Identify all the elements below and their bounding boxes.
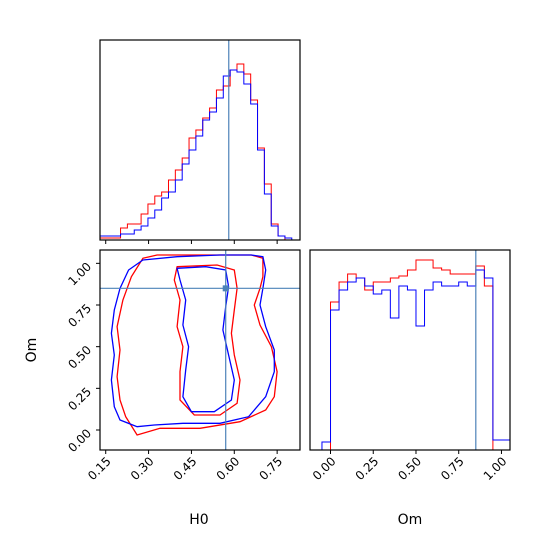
- om-histogram-frame: [309, 249, 511, 451]
- om-xtick-label-0: 0.00: [310, 454, 339, 483]
- contour-blue-level-0: [110, 254, 275, 428]
- h0-xtick-label-1: 0.30: [128, 454, 157, 483]
- h0-xtick-label-2: 0.45: [171, 454, 200, 483]
- om-ytick-label-3: 0.75: [65, 301, 94, 330]
- h0-xtick-label-3: 0.60: [214, 454, 243, 483]
- om-hist-series-red: [313, 259, 510, 450]
- h0-hist-series-red: [100, 63, 299, 240]
- om-ytick-label-0: 0.00: [65, 426, 94, 455]
- contour-group: [100, 250, 300, 450]
- contour-blue-level-1: [176, 266, 235, 413]
- x-axis-label-h0: H0: [189, 512, 208, 528]
- om-hist-series-blue: [313, 269, 510, 450]
- h0-xtick-label-4: 0.75: [256, 454, 285, 483]
- om-ytick-label-2: 0.50: [65, 343, 94, 372]
- h0-xtick-label-0: 0.15: [85, 454, 114, 483]
- x-axis-label-om: Om: [398, 512, 423, 528]
- om-ytick-label-4: 1.00: [65, 260, 94, 289]
- h0-hist-series-blue: [100, 69, 299, 240]
- om-ytick-label-1: 0.25: [65, 385, 94, 414]
- om-histogram-group: [313, 250, 510, 450]
- contour-truth-point: [222, 285, 229, 292]
- y-axis-label-om: Om: [24, 338, 40, 363]
- contour-frame: [99, 249, 301, 451]
- om-xtick-label-4: 1.00: [481, 454, 510, 483]
- contour-red-level-1: [173, 264, 241, 416]
- om-xtick-label-2: 0.50: [395, 454, 424, 483]
- contour-red-level-0: [116, 254, 278, 436]
- om-xtick-label-3: 0.75: [438, 454, 467, 483]
- h0-histogram-group: [100, 40, 299, 240]
- h0-histogram-frame: [99, 39, 301, 241]
- om-xtick-label-1: 0.25: [353, 454, 382, 483]
